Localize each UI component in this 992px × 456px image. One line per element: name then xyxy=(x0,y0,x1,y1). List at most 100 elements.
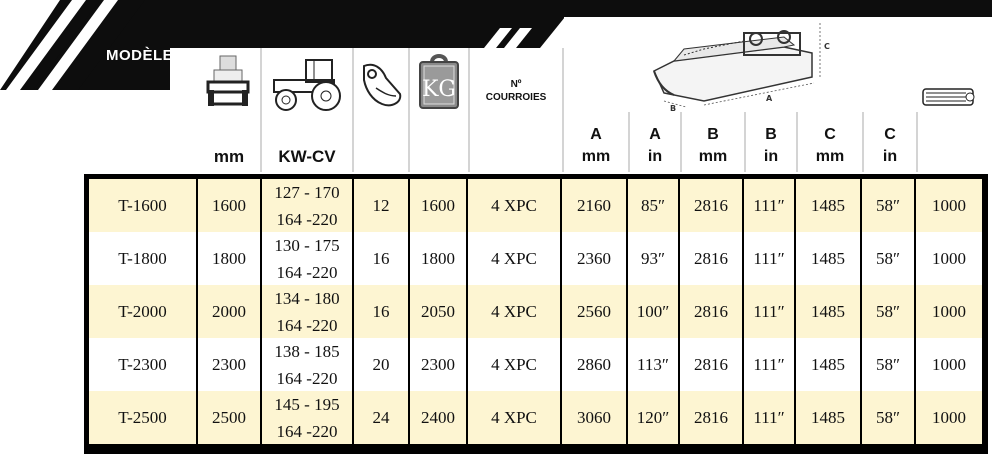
svg-text:B: B xyxy=(670,104,676,111)
belts-cell: 4 XPC xyxy=(468,179,562,232)
model-cell: T-2300 xyxy=(89,338,198,391)
a-mm-cell: 3060 xyxy=(562,391,628,444)
rpm-cell: 1000 xyxy=(932,248,966,268)
mulcher-dimensions-diagram: B A C xyxy=(653,23,830,111)
b-mm-cell: 2816 xyxy=(680,232,744,285)
header-banner xyxy=(0,0,992,90)
weight-cell: 2300 xyxy=(410,338,468,391)
width-mm-cell: 2500 xyxy=(198,391,262,444)
power-cv-text: 164 -220 xyxy=(276,421,338,441)
svg-text:A: A xyxy=(766,94,773,103)
table-row: T-2500 2500 145 - 195 164 -220 24 2400 4 XPC 30… xyxy=(89,391,982,444)
power-cell: 127 - 170 164 -220 xyxy=(262,179,354,232)
a-in-cell: 93″ xyxy=(628,232,680,285)
table-row: T-2300 2300 138 - 185 164 -220 20 2300 4 XPC 28… xyxy=(89,338,982,391)
c-in-cell: 58″ xyxy=(862,232,916,285)
width-mm-cell: 1600 xyxy=(198,179,262,232)
belts-cell: 4 XPC xyxy=(468,391,562,444)
b-mm-cell: 2816 xyxy=(680,285,744,338)
hammer-flail-icon xyxy=(363,63,402,107)
b-in-cell: 111″ xyxy=(744,391,796,444)
a-mm-cell: 2160 xyxy=(562,179,628,232)
c-in-cell: 58″ xyxy=(862,391,916,444)
c-mm-cell: 1485 xyxy=(796,338,862,391)
power-cell: 134 - 180 164 -220 xyxy=(262,285,354,338)
power-cv-text: 164 -220 xyxy=(276,368,338,388)
weight-cell: 2400 xyxy=(410,391,468,444)
power-cv-text: 164 -220 xyxy=(276,262,338,282)
hammers-cell: 20 xyxy=(354,338,410,391)
weight-cell: 1800 xyxy=(410,232,468,285)
c-in-cell: 58″ xyxy=(862,338,916,391)
header-weight: KG xyxy=(410,48,470,172)
kg-weight-icon: KG xyxy=(419,54,459,109)
kg-text: KG xyxy=(422,77,456,102)
tractor-icon xyxy=(273,59,341,111)
width-mm-cell: 1800 xyxy=(198,232,262,285)
power-cv-text: 164 -220 xyxy=(276,209,338,229)
header-hammers xyxy=(354,48,410,172)
b-mm-cell: 2816 xyxy=(680,391,744,444)
c-mm-cell: 1485 xyxy=(796,391,862,444)
courroies-header: Nº COURROIES xyxy=(485,79,547,103)
c-in-cell: 58″ xyxy=(862,285,916,338)
rpm-cell: 1000 xyxy=(932,407,966,427)
b-in-cell: 111″ xyxy=(744,179,796,232)
power-cv-text: 164 -220 xyxy=(276,315,338,335)
a-mm-cell: 2560 xyxy=(562,285,628,338)
model-cell: T-2500 xyxy=(89,391,198,444)
header-belts: Nº COURROIES xyxy=(470,48,564,172)
mm-header: mm xyxy=(213,147,245,166)
model-header: MODÈLE xyxy=(106,47,174,64)
belts-cell: 4 XPC xyxy=(468,285,562,338)
weight-cell: 2050 xyxy=(410,285,468,338)
kwcv-header: KW-CV xyxy=(278,147,336,166)
rpm-cell: 1000 xyxy=(932,195,966,215)
power-kw-text: 138 - 185 xyxy=(274,341,340,361)
table-row: T-2000 2000 134 - 180 164 -220 16 2050 4 XPC 25… xyxy=(89,285,982,338)
belts-cell: 4 XPC xyxy=(468,232,562,285)
b-in-cell: 111″ xyxy=(744,232,796,285)
c-in-cell: 58″ xyxy=(862,179,916,232)
model-cell: T-1800 xyxy=(89,232,198,285)
hammers-cell: 24 xyxy=(354,391,410,444)
svg-text:C: C xyxy=(824,42,830,51)
width-icon xyxy=(206,55,250,106)
power-kw-text: 145 - 195 xyxy=(274,394,340,414)
a-mm-cell: 2360 xyxy=(562,232,628,285)
b-in-cell: 111″ xyxy=(744,285,796,338)
model-cell: T-2000 xyxy=(89,285,198,338)
table-row: T-1600 1600 127 - 170 164 -220 12 1600 4 XPC 21… xyxy=(89,179,982,232)
a-mm-cell: 2860 xyxy=(562,338,628,391)
b-in-cell: 111″ xyxy=(744,338,796,391)
power-cell: 145 - 195 164 -220 xyxy=(262,391,354,444)
power-kw-text: 127 - 170 xyxy=(274,182,340,202)
b-mm-cell: 2816 xyxy=(680,179,744,232)
table-row: T-1800 1800 130 - 175 164 -220 16 1800 4 XPC 23… xyxy=(89,232,982,285)
rpm-cell: 1000 xyxy=(932,301,966,321)
pto-shaft-icon xyxy=(922,88,975,106)
header-width: mm xyxy=(198,48,262,172)
a-in-cell: 85″ xyxy=(628,179,680,232)
c-mm-cell: 1485 xyxy=(796,232,862,285)
a-in-cell: 100″ xyxy=(628,285,680,338)
width-mm-cell: 2000 xyxy=(198,285,262,338)
power-kw-text: 130 - 175 xyxy=(274,235,340,255)
belts-cell: 4 XPC xyxy=(468,338,562,391)
power-kw-text: 134 - 180 xyxy=(274,288,340,308)
power-cell: 130 - 175 164 -220 xyxy=(262,232,354,285)
weight-cell: 1600 xyxy=(410,179,468,232)
width-mm-cell: 2300 xyxy=(198,338,262,391)
hammers-cell: 16 xyxy=(354,232,410,285)
c-mm-cell: 1485 xyxy=(796,285,862,338)
b-mm-cell: 2816 xyxy=(680,338,744,391)
a-in-cell: 120″ xyxy=(628,391,680,444)
hammers-cell: 16 xyxy=(354,285,410,338)
header-pto xyxy=(918,17,990,172)
